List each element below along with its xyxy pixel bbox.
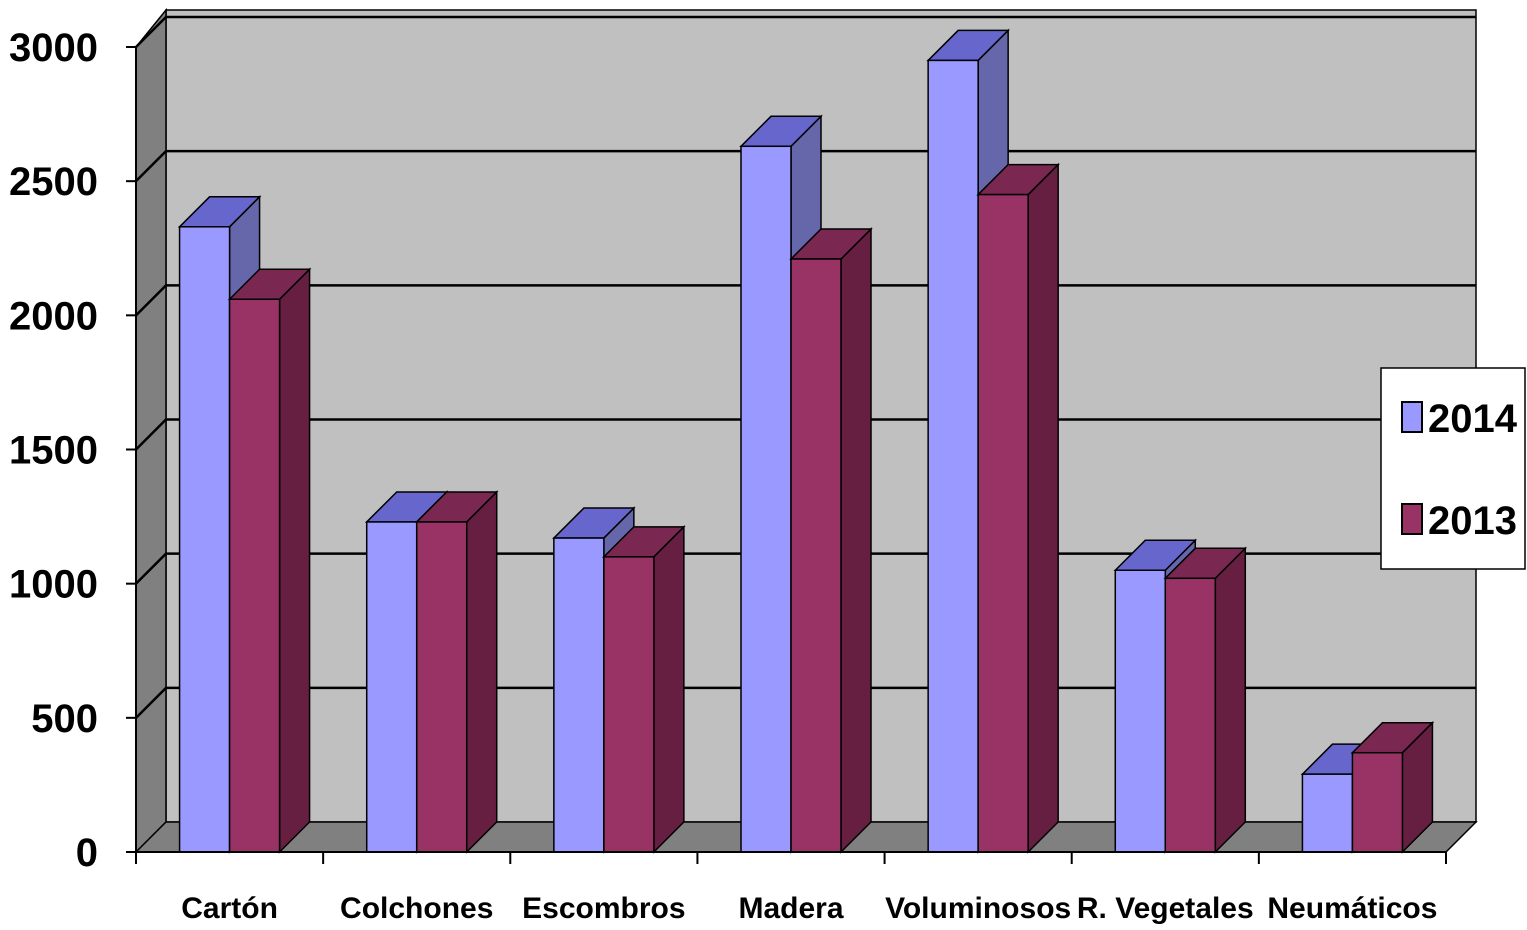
bar-2013-1 (414, 490, 499, 854)
legend-swatch (1401, 503, 1423, 535)
y-tick-label: 500 (31, 697, 98, 741)
legend[interactable]: 2014 2013 (1380, 367, 1526, 570)
bar-2013-0 (227, 267, 312, 854)
legend-label: 2013 (1428, 499, 1517, 543)
legend-swatch (1401, 401, 1423, 433)
y-tick-label: 2500 (9, 160, 98, 204)
bar-2013-5 (1163, 546, 1248, 854)
bar-front (927, 59, 979, 853)
bar-front (553, 537, 605, 853)
gridline (135, 15, 1476, 48)
bar-front (178, 226, 231, 853)
bar-2013-2 (602, 525, 686, 854)
bar-front (977, 193, 1029, 853)
y-tick-label: 3000 (9, 26, 98, 70)
bar-2013-6 (1350, 720, 1435, 854)
x-tick-label: Cartón (181, 892, 278, 925)
bar-2013-3 (789, 227, 873, 854)
bar-front (228, 298, 281, 853)
x-tick-label: R. Vegetales (1077, 892, 1254, 925)
bar-front (740, 145, 792, 853)
x-tick-label: Voluminosos (885, 892, 1071, 925)
bar-side (1214, 546, 1247, 854)
bar-side (653, 525, 685, 854)
bars (177, 28, 1435, 854)
bar-side (1027, 162, 1059, 854)
bar-2013-4 (976, 162, 1060, 854)
legend-label: 2014 (1428, 397, 1518, 441)
bar-side (840, 227, 872, 854)
bar-front (1301, 773, 1354, 853)
y-axis: 0 500 1000 1500 2000 2500 3000 (9, 26, 137, 875)
bar-front (603, 556, 655, 853)
bar-front (365, 521, 418, 853)
y-tick-label: 1000 (9, 563, 98, 607)
bar-front (1114, 569, 1167, 853)
x-tick-label: Colchones (340, 892, 493, 925)
x-tick-label: Escombros (522, 892, 685, 925)
bar-front (790, 258, 842, 853)
x-axis: Cartón Colchones Escombros Madera Voluminoso… (135, 851, 1447, 925)
bar-front (1351, 751, 1404, 853)
y-tick-label: 1500 (9, 429, 98, 473)
x-tick-label: Neumáticos (1267, 892, 1437, 925)
bar-side (465, 490, 498, 854)
side-wall (135, 7, 167, 854)
y-tick-label: 2000 (9, 294, 98, 338)
bar-side (278, 267, 311, 854)
x-tick-label: Madera (738, 892, 843, 925)
bar-front (1164, 577, 1217, 853)
bar-front (415, 521, 468, 853)
y-tick-label: 0 (76, 831, 98, 875)
gridline (135, 149, 1476, 183)
